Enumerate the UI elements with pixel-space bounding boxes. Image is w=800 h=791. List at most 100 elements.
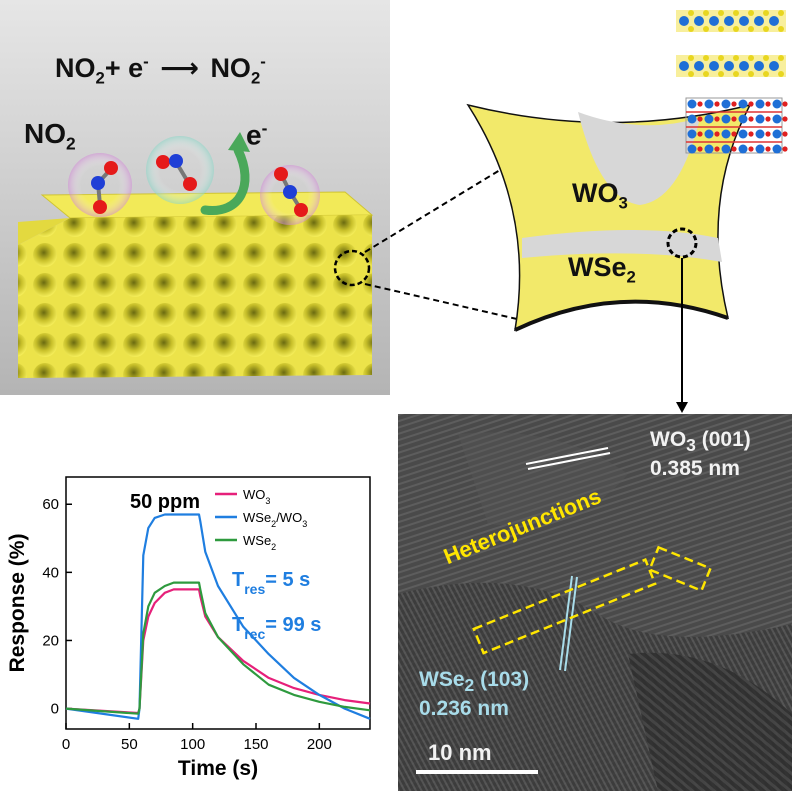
wo3-w-atom-2-1 [704,129,714,139]
wse2-d-value: 0.236 nm [419,697,509,721]
y-tick-label-1: 20 [42,632,59,649]
wo3-w-atom-0-1 [704,99,714,109]
se-atom-bot-0-0 [688,26,694,32]
legend-label-2: WSe2 [243,533,276,552]
eq-electron-charge: - [143,52,149,71]
time-annotation-value-0: = 5 s [265,569,310,591]
se-atom-top-0-2 [718,10,724,16]
y-tick-label-3: 60 [42,496,59,513]
wse2-plane-hkl: (103) [474,668,530,691]
wo3-w-atom-0-3 [738,99,748,109]
wo3-w-atom-3-4 [755,144,765,154]
wo3-w-atom-3-2 [721,144,731,154]
time-annotation-symbol-1: T [232,614,244,636]
wo3-o-atom-2-2 [731,131,737,137]
electron-text: e [246,119,262,151]
w-atom-0-0 [679,16,689,26]
se-atom-bot-1-4 [748,71,754,77]
wo3-w-atom-0-4 [755,99,765,109]
wo3-o-atom-0-2 [731,101,737,107]
wse2-wo3-particle [466,103,752,332]
wo3-o-atom-1-0 [697,116,703,122]
wo3-plane: WO3 (001) [650,428,751,457]
wse2-phase-sub: 2 [626,267,636,287]
plot-frame [65,476,371,730]
electron-sup: - [261,118,268,138]
se-atom-bot-0-2 [718,26,724,32]
wse2-d-spacing-label: WSe2 (103) 0.236 nm [419,668,529,721]
eq-plus-electron: + e [104,53,144,83]
wo3-w-atom-1-3 [738,114,748,124]
crystal-structure-icons [676,10,788,154]
wo3-phase-sub: 3 [618,193,628,213]
wo3-w-atom-1-2 [721,114,731,124]
wo3-o-atom-3-2 [731,146,737,152]
heterojunction-box-1 [472,558,657,655]
time-annotation-sub-1: rec [244,626,265,642]
wo3-w-atom-2-4 [755,129,765,139]
wo3-o-atom-0-4 [765,101,771,107]
w-atom-1-3 [724,61,734,71]
se-atom-top-0-3 [733,10,739,16]
wo3-o-atom-0-5 [782,101,788,107]
wo3-o-atom-3-1 [714,146,720,152]
se-atom-top-1-6 [778,55,784,61]
w-atom-0-3 [724,16,734,26]
electron-label: e- [246,118,267,151]
legend-text-1: WSe [243,510,271,525]
wse2-plane-sub: 2 [464,675,475,696]
wo3-plane-hkl: (001) [695,428,751,451]
porous-film-illustration [18,132,374,378]
se-atom-top-0-5 [763,10,769,16]
x-tick-label-3: 150 [243,736,268,753]
wo3-o-atom-1-3 [748,116,754,122]
wo3-o-atom-2-3 [748,131,754,137]
y-tick-label-2: 40 [42,564,59,581]
wo3-fringe-mark-1 [525,447,609,465]
wse2-fringe-mark-2 [564,576,578,672]
wo3-o-atom-0-0 [697,101,703,107]
series-line-1 [65,513,371,720]
wo3-w-atom-2-0 [687,129,697,139]
series-line-0 [65,588,371,715]
se-atom-top-1-0 [688,55,694,61]
se-atom-bot-1-0 [688,71,694,77]
wo3-o-atom-3-5 [782,146,788,152]
wse2-fringe-mark-1 [559,575,573,671]
wo3-w-atom-3-0 [687,144,697,154]
se-atom-bot-0-6 [778,26,784,32]
wo3-o-atom-2-0 [697,131,703,137]
zoom-lines-and-particle [364,10,788,413]
wo3-plane-name: WO [650,428,687,451]
x-tick-label-1: 50 [121,736,138,753]
electron-transfer-arrow [200,145,250,216]
wo3-plane-sub: 3 [686,435,696,456]
w-atom-1-4 [739,61,749,71]
wo3-o-atom-1-2 [731,116,737,122]
w-atom-1-1 [694,61,704,71]
wo3-d-value: 0.385 nm [650,457,740,481]
zoom-line-bottom [364,283,531,323]
wo3-o-atom-1-4 [765,116,771,122]
wo3-d-spacing-label: WO3 (001) 0.385 nm [650,428,751,481]
se-atom-bot-1-6 [778,71,784,77]
wo3-o-atom-1-5 [782,116,788,122]
x-tick-label-2: 100 [180,736,205,753]
wo3-o-atom-3-4 [765,146,771,152]
adsorption-scheme-panel: NO2+ e- ⟶ NO2- NO2 e- [0,0,390,395]
hrtem-annotations [416,447,713,774]
x-tick-label-0: 0 [62,736,70,753]
legend-sub2-1: 3 [302,519,307,529]
eq-arrow: ⟶ [160,53,199,83]
wo3-fringe-mark-2 [527,452,611,470]
legend-text-2: WSe [243,533,271,548]
wo3-w-atom-1-0 [687,114,697,124]
w-atom-0-1 [694,16,704,26]
zoom-line-top [364,169,501,253]
no2-text: NO [24,118,66,149]
legend-text-0: WO [243,487,265,502]
zoom-arrow-head [676,402,688,413]
se-atom-bot-0-3 [733,26,739,32]
se-atom-top-0-1 [703,10,709,16]
